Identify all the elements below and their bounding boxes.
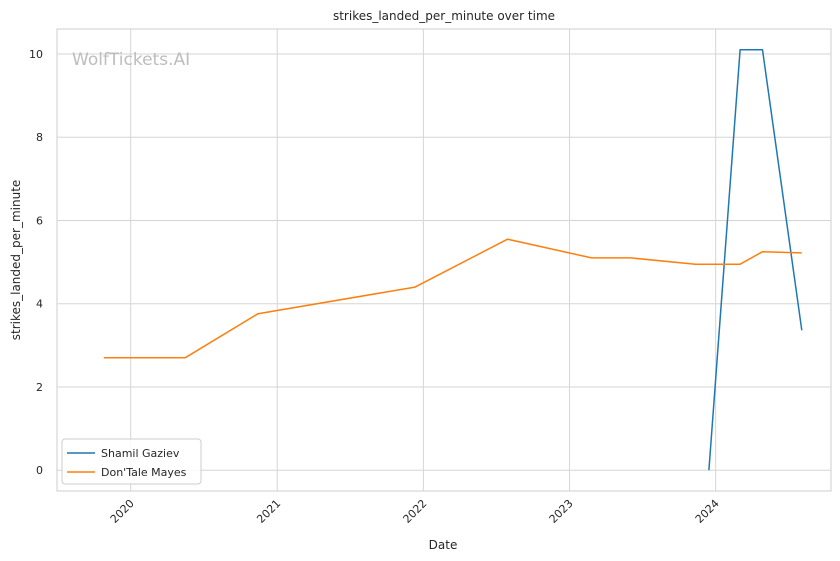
x-tick-label: 2022 bbox=[401, 497, 430, 526]
x-axis-label: Date bbox=[429, 538, 458, 552]
y-tick-label: 4 bbox=[36, 298, 43, 311]
legend-label-shamil-gaziev: Shamil Gaziev bbox=[101, 447, 180, 460]
y-tick-label: 10 bbox=[29, 48, 43, 61]
series-line-don-tale-mayes bbox=[103, 238, 802, 359]
y-tick-label: 0 bbox=[36, 464, 43, 477]
y-axis-label: strikes_landed_per_minute bbox=[9, 180, 23, 341]
x-tick-label: 2021 bbox=[254, 497, 283, 526]
legend-box bbox=[61, 438, 202, 485]
grid bbox=[57, 29, 831, 491]
x-tick-label: 2023 bbox=[547, 497, 576, 526]
y-tick-label: 2 bbox=[36, 381, 43, 394]
y-tick-label: 8 bbox=[36, 131, 43, 144]
series-line-shamil-gaziev bbox=[708, 49, 803, 471]
watermark: WolfTickets.AI bbox=[72, 50, 190, 70]
y-tick-labels: 0 2 4 6 8 10 bbox=[29, 48, 43, 477]
series-lines bbox=[103, 49, 803, 471]
x-tick-labels: 2020 2021 2022 2023 2024 bbox=[108, 497, 722, 526]
chart-title: strikes_landed_per_minute over time bbox=[333, 9, 555, 23]
legend-label-dontale-mayes: Don'Tale Mayes bbox=[101, 466, 187, 479]
y-tick-label: 6 bbox=[36, 214, 43, 227]
x-tick-label: 2024 bbox=[693, 497, 722, 526]
x-tick-label: 2020 bbox=[108, 497, 137, 526]
plot-area bbox=[56, 28, 832, 492]
legend: Shamil Gaziev Don'Tale Mayes bbox=[61, 438, 202, 485]
